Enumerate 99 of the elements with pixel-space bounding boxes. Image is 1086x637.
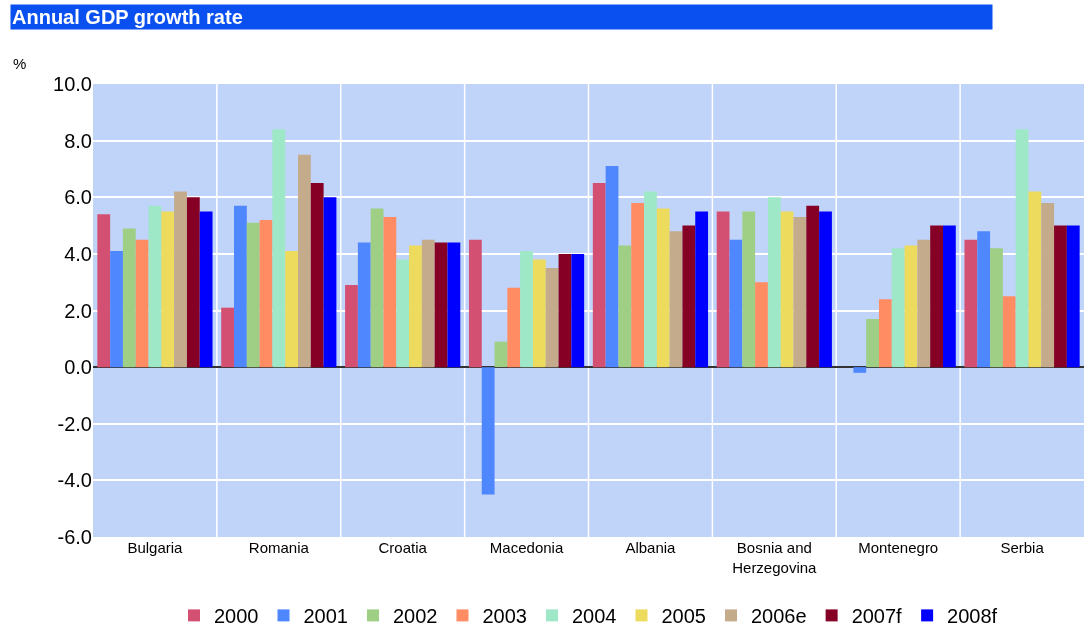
bar [806,205,820,368]
y-tick-label: 8.0 [64,129,92,152]
y-tick-label: 4.0 [64,242,92,265]
bar [990,248,1003,368]
bar [494,341,508,368]
bar [917,239,931,368]
bar [755,282,768,368]
bar [631,202,645,368]
bar [161,211,175,368]
bar [558,253,572,368]
bar [507,287,521,368]
bar [742,211,756,368]
bar [942,225,956,368]
bar [370,208,384,368]
bar [669,231,683,368]
legend-label: 2002 [393,605,438,628]
bar [793,217,807,368]
legend-label: 2006e [751,605,807,628]
bar [878,299,892,368]
bar [904,245,918,368]
legend-label: 2000 [214,605,259,628]
legend-label: 2003 [482,605,527,628]
bar [1015,129,1029,368]
bar [618,245,632,368]
bar [532,259,546,368]
bar [345,285,358,368]
bar [110,251,123,368]
bar [656,208,670,368]
y-tick-label: -2.0 [57,412,92,435]
bar [1066,225,1080,368]
y-axis-title: % [13,55,27,72]
x-tick-label: Bulgaria [127,539,184,556]
legend-label: 2007f [851,605,903,628]
bar [1041,202,1055,368]
y-tick-label: 0.0 [64,356,92,379]
bar [409,245,422,368]
bar [605,166,619,368]
bar [545,268,559,368]
bar [272,129,286,368]
bar [481,367,495,495]
bar [246,222,260,368]
bar [1002,296,1016,368]
bar [310,183,324,368]
x-tick-label: Macedonia [489,539,564,556]
bar [186,197,200,368]
legend-label: 2004 [572,605,617,628]
bar [716,211,730,368]
bar [447,242,461,368]
bar [853,367,867,373]
bar [682,225,696,368]
bar [1028,191,1042,368]
bar [930,225,943,368]
bar [221,307,235,368]
bar [234,205,247,368]
bar [592,183,606,368]
bar [964,239,978,368]
bar [767,197,781,368]
y-tick-label: 10.0 [53,73,92,95]
bar [323,197,337,368]
bar [891,248,905,368]
x-tick-label: Serbia [1000,539,1045,556]
bar [148,205,162,368]
bar [135,239,149,368]
bar [520,251,533,368]
bar [421,239,435,368]
bar [729,239,743,368]
x-tick-label: Montenegro [858,539,939,556]
bar [122,228,136,368]
bar [285,251,299,368]
bar [571,253,585,368]
y-tick-label: 2.0 [64,299,92,322]
bar [383,217,397,368]
bar [695,211,709,368]
bar [259,219,273,368]
x-tick-label: Albania [625,539,677,556]
y-tick-label: -6.0 [57,526,92,548]
x-tick-label: Romania [248,539,310,556]
bar [977,231,991,368]
bar [97,214,111,368]
bar [298,154,311,368]
y-tick-label: 6.0 [64,186,92,209]
x-tick-label: Bosnia and Herzegovina [732,539,818,576]
bar [1054,225,1067,368]
bar [199,211,213,368]
bar [434,242,448,368]
bar [357,242,371,368]
legend-label: 2008f [947,605,998,628]
bar [780,211,794,368]
bar [396,259,410,368]
y-tick-label: -4.0 [57,469,92,492]
bar [644,191,657,368]
bar [174,191,187,368]
legend-label: 2005 [661,605,706,628]
bar [468,239,482,368]
bar [866,318,879,368]
x-tick-label: Croatia [378,539,428,556]
bar [819,211,832,368]
chart-title: Annual GDP growth rate [12,6,243,28]
legend-label: 2001 [303,605,348,628]
